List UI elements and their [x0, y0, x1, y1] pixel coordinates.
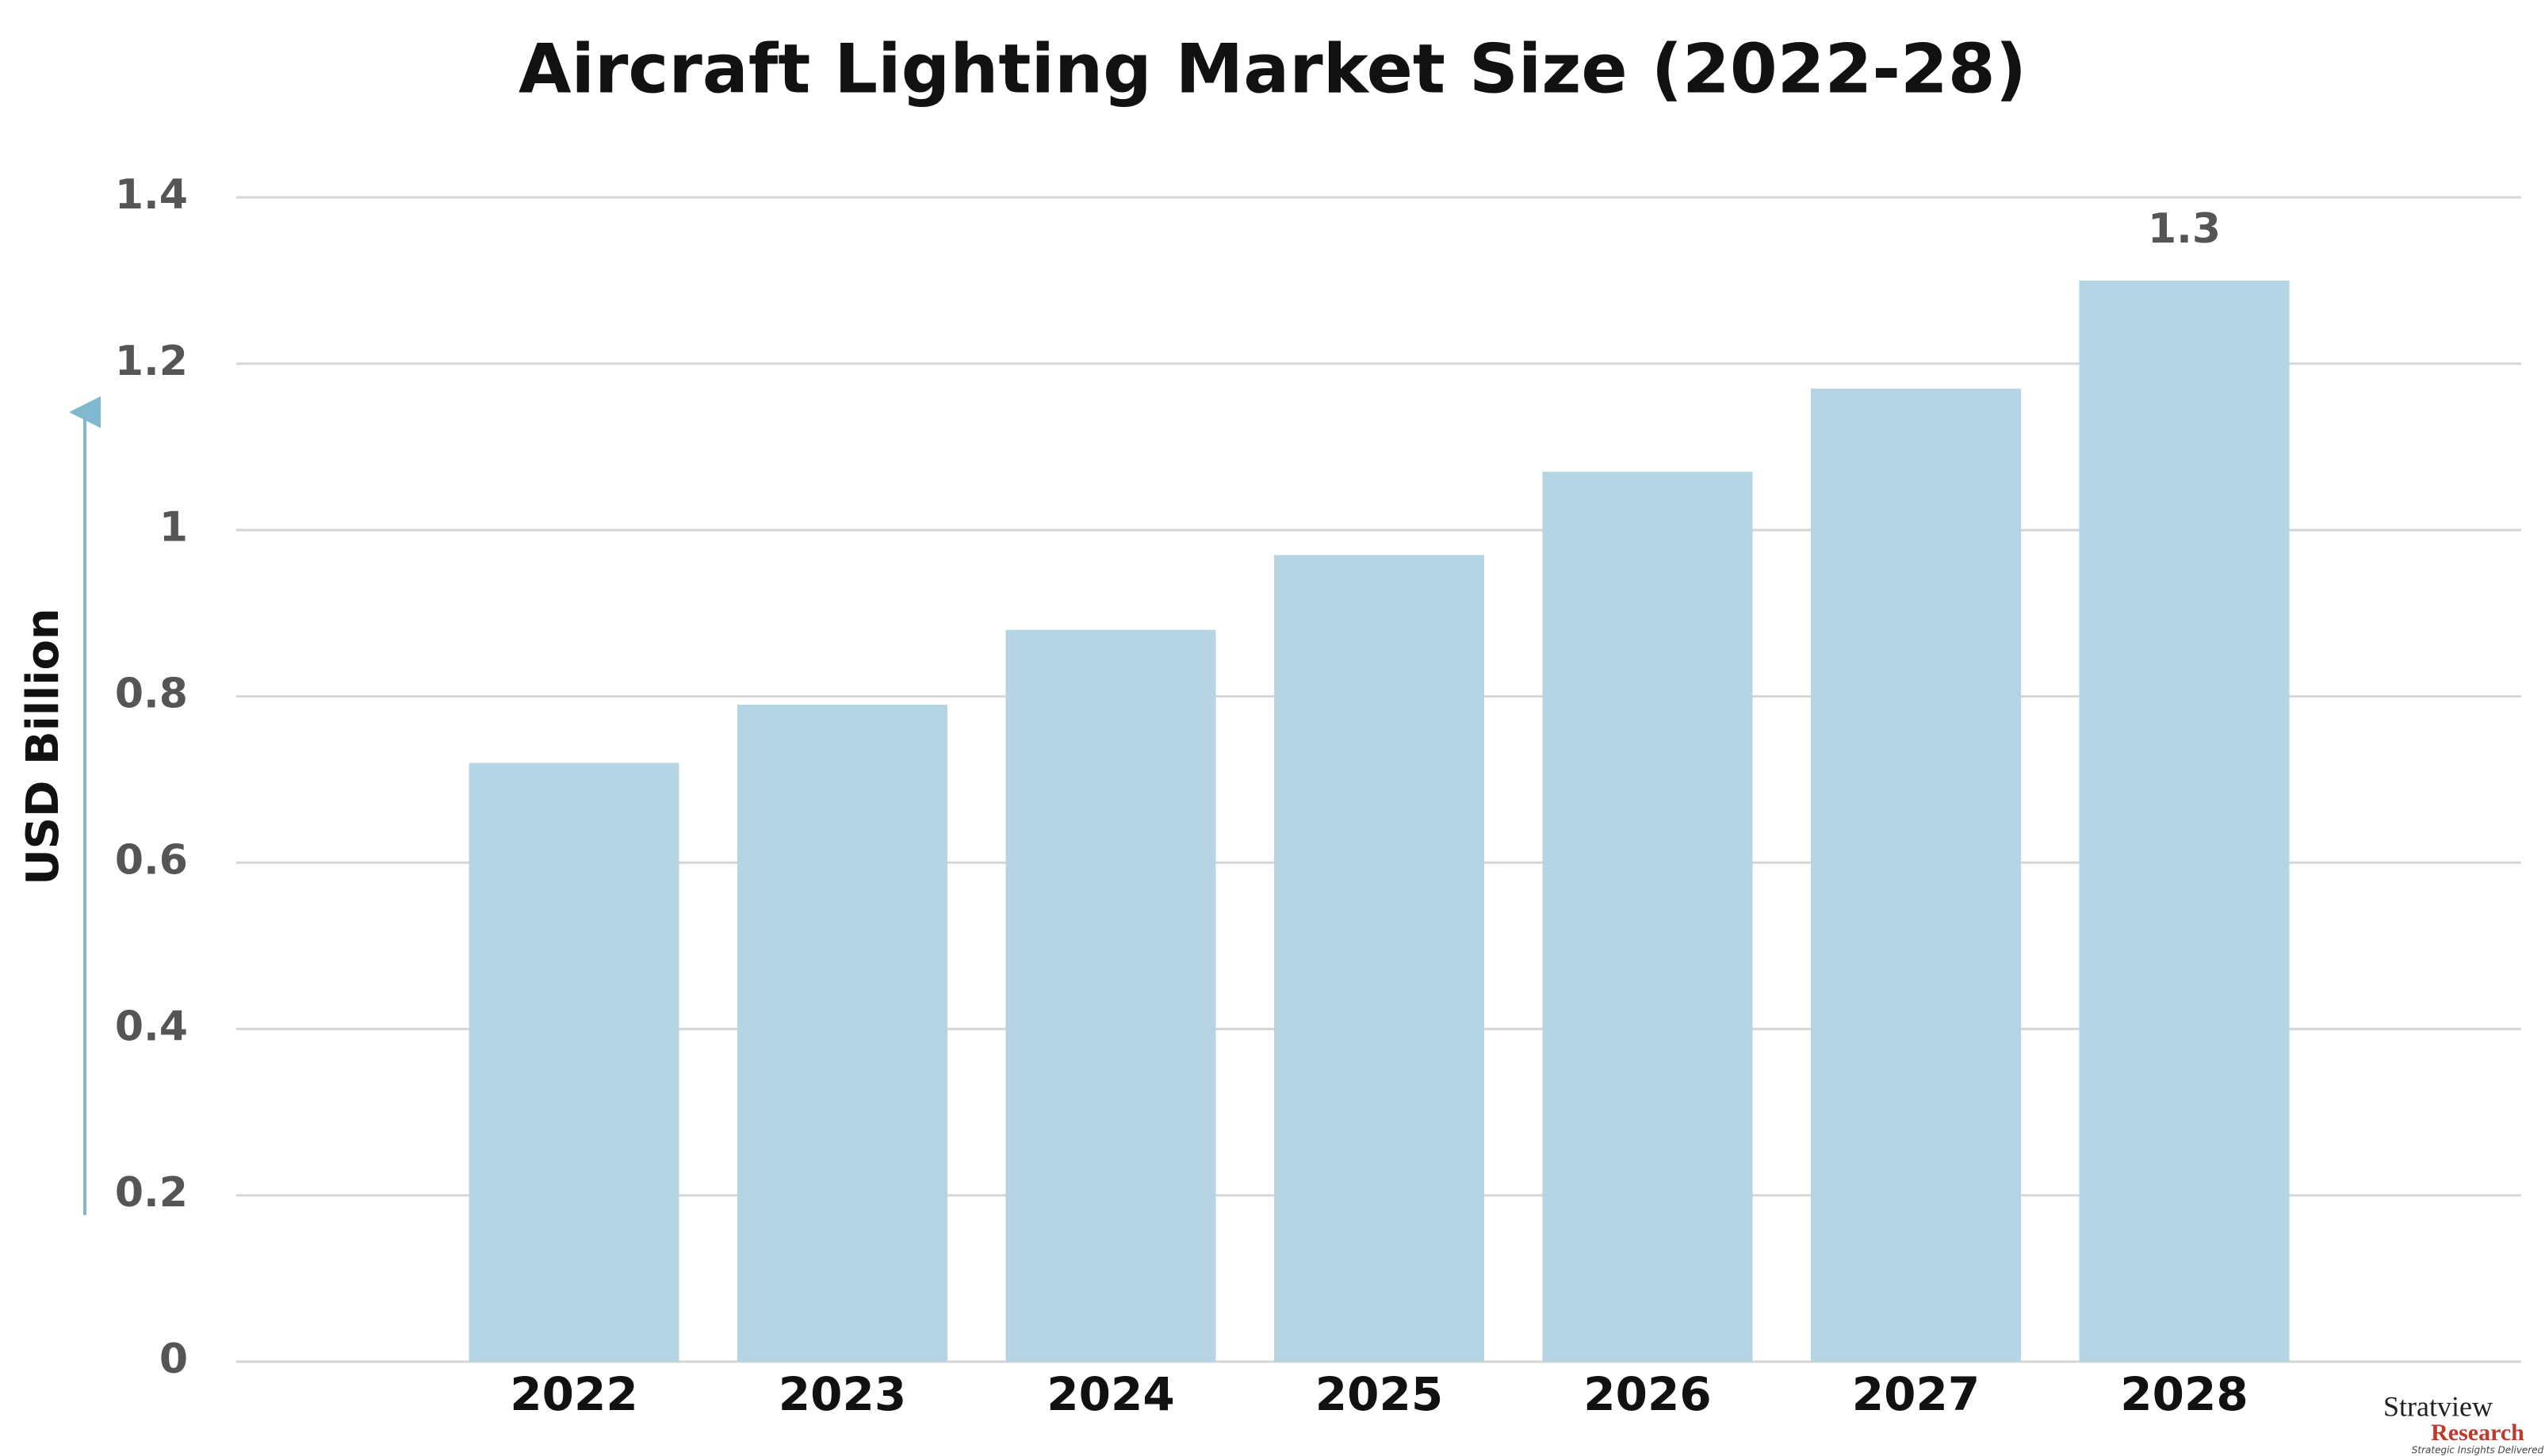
bar: [469, 762, 679, 1362]
x-tick-label: 2026: [1583, 1367, 1711, 1421]
chart-title: Aircraft Lighting Market Size (2022-28): [519, 29, 2026, 109]
bar: [2079, 280, 2290, 1362]
y-axis-label: USD Billion: [17, 608, 69, 885]
y-tick-label: 0: [159, 1336, 188, 1383]
y-tick-label: 0.6: [115, 836, 188, 884]
y-tick-label: 0.2: [115, 1169, 188, 1217]
x-tick-label: 2023: [779, 1367, 906, 1421]
y-tick-label: 0.8: [115, 671, 188, 718]
x-tick-label: 2024: [1047, 1367, 1174, 1421]
y-tick-label: 1.2: [115, 338, 188, 385]
y-tick-label: 1: [159, 504, 188, 552]
bar: [737, 705, 947, 1362]
bar: [1274, 555, 1484, 1362]
y-tick-label: 0.4: [115, 1003, 188, 1050]
x-tick-label: 2027: [1852, 1367, 1980, 1421]
data-label: 1.3: [2148, 205, 2221, 253]
y-tick-label: 1.4: [115, 171, 188, 219]
logo-tagline: Strategic Insights Delivered: [2412, 1445, 2544, 1456]
x-tick-label: 2028: [2120, 1367, 2248, 1421]
logo-sub: Research: [2431, 1420, 2524, 1446]
logo-name: Stratview: [2383, 1390, 2493, 1422]
bar: [1811, 388, 2021, 1362]
bar: [1542, 472, 1753, 1362]
x-tick-label: 2022: [510, 1367, 637, 1421]
bar: [1005, 629, 1216, 1362]
x-tick-label: 2025: [1315, 1367, 1443, 1421]
